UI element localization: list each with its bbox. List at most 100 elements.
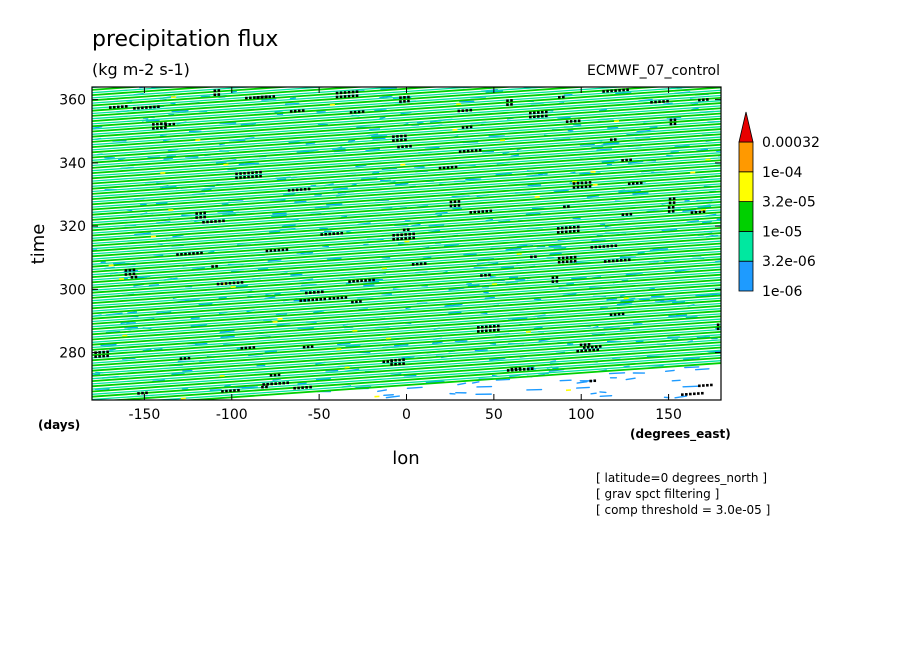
threshold-dot	[307, 298, 311, 302]
chart-units: (kg m-2 s-1)	[92, 60, 190, 79]
contour-level-3.2e-05	[92, 258, 721, 305]
threshold-dot	[196, 251, 199, 255]
threshold-dot	[733, 322, 736, 325]
threshold-dot	[469, 125, 473, 129]
threshold-dot	[351, 94, 355, 98]
speckle-blue	[235, 285, 248, 288]
threshold-dot	[465, 109, 469, 112]
threshold-dot	[409, 144, 412, 148]
threshold-dot	[537, 111, 540, 114]
threshold-dot	[725, 323, 728, 326]
threshold-dot	[485, 209, 489, 213]
threshold-dot	[702, 384, 705, 387]
threshold-dot	[305, 386, 308, 389]
contour-level-1e-05	[92, 349, 721, 395]
threshold-dot	[506, 99, 509, 102]
threshold-dot	[145, 391, 148, 395]
speckle-blue	[171, 110, 189, 113]
threshold-dot	[485, 329, 488, 333]
threshold-dot	[323, 297, 327, 301]
speckle-blue	[261, 98, 277, 101]
threshold-dot	[202, 220, 205, 224]
speckle-blue	[505, 247, 522, 251]
threshold-dot	[488, 273, 491, 277]
threshold-dot	[320, 233, 324, 236]
contour-level-1e-05	[92, 282, 721, 328]
speckle-blue	[664, 369, 675, 373]
threshold-dot	[668, 197, 672, 201]
threshold-dot	[419, 262, 423, 266]
threshold-dot	[137, 106, 140, 110]
contour-level-3.2e-05	[92, 107, 721, 154]
threshold-dot	[400, 233, 403, 237]
threshold-dot	[224, 282, 228, 285]
speckle-blue	[372, 137, 386, 140]
threshold-dot	[457, 200, 461, 203]
contour-level-1e-05	[92, 308, 721, 354]
threshold-dot	[402, 358, 405, 361]
contour-level-1e-05	[92, 230, 721, 276]
contour-level-1e-05	[92, 214, 721, 260]
threshold-dot	[654, 100, 657, 104]
contour-level-3.2e-05	[92, 148, 721, 195]
contour-level-3.2e-05	[92, 138, 721, 185]
threshold-dot	[243, 171, 246, 175]
threshold-dot	[183, 357, 187, 360]
contour-level-1e-05	[92, 334, 721, 380]
threshold-dot	[215, 264, 218, 268]
contour-level-3.2e-05	[92, 221, 721, 268]
threshold-dot	[706, 383, 709, 387]
speckle-blue	[625, 377, 636, 381]
speckle-blue	[406, 386, 423, 390]
speckle-blue	[682, 209, 697, 212]
speckle-blue	[489, 357, 506, 361]
threshold-dot	[335, 91, 339, 95]
speckle-blue	[495, 378, 511, 381]
speckle-blue	[716, 150, 721, 153]
threshold-dot	[251, 171, 254, 174]
threshold-dot	[576, 181, 580, 185]
threshold-dot	[355, 94, 359, 97]
threshold-dot	[199, 215, 202, 219]
x-tick-label: 50	[485, 407, 503, 423]
x-tick-label: 150	[655, 407, 682, 423]
threshold-dot	[332, 297, 336, 300]
threshold-dot	[541, 110, 544, 114]
threshold-dot	[689, 392, 692, 396]
threshold-dot	[470, 149, 474, 153]
x-tick-label: -100	[216, 407, 248, 423]
threshold-dot	[667, 206, 671, 209]
contour-level-1e-05	[92, 245, 721, 291]
threshold-dot	[506, 369, 510, 372]
colorbar-label: 3.2e-06	[762, 254, 816, 270]
threshold-dot	[203, 211, 206, 215]
threshold-dot	[269, 374, 273, 377]
contour-level-3.2e-05	[92, 237, 721, 284]
note-latitude: [ latitude=0 degrees_north ]	[596, 471, 767, 485]
threshold-dot	[485, 325, 488, 329]
threshold-dot	[310, 345, 314, 348]
threshold-dot	[442, 166, 446, 170]
threshold-dot	[572, 229, 576, 233]
speckle-blue	[201, 188, 212, 192]
threshold-dot	[518, 367, 522, 370]
y-tick-label: 360	[59, 93, 86, 109]
x-axis-label: lon	[392, 448, 419, 469]
threshold-dot	[293, 109, 297, 113]
contour-level-1e-05	[92, 204, 721, 250]
contour-level-3.2e-05	[92, 87, 518, 117]
threshold-dot	[149, 105, 152, 109]
threshold-dot	[133, 107, 136, 110]
threshold-dot	[453, 200, 457, 203]
threshold-dot	[610, 89, 613, 93]
contour-level-3.2e-05	[92, 87, 295, 102]
threshold-dot	[449, 200, 453, 204]
colorbar-label: 1e-05	[762, 224, 802, 240]
speckle-blue	[92, 125, 103, 129]
speckle-blue	[671, 379, 681, 382]
threshold-dot	[188, 252, 191, 256]
threshold-dot	[576, 229, 580, 233]
threshold-dot	[545, 114, 548, 118]
threshold-dot	[355, 300, 358, 304]
threshold-dot	[368, 278, 371, 282]
